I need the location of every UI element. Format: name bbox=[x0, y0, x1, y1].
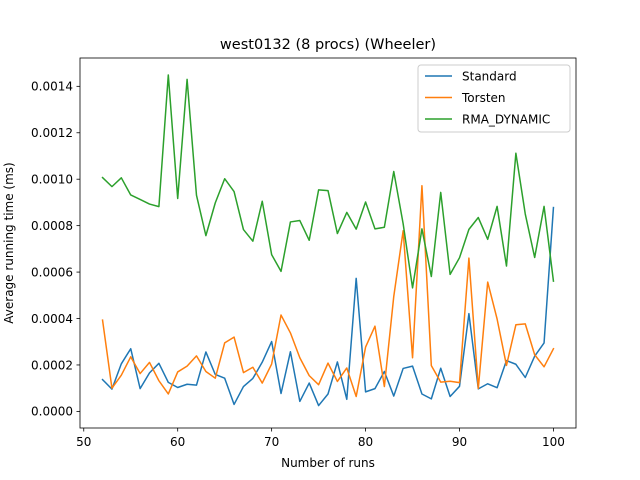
y-tick-label: 0.0008 bbox=[31, 219, 73, 233]
series-lines bbox=[101, 74, 555, 407]
y-axis: 0.0000 0.0002 0.0004 0.0006 0.0008 0.0010 0.00… bbox=[31, 80, 80, 419]
series-line-torsten bbox=[101, 184, 555, 398]
x-axis: 50 60 70 80 90 100 bbox=[76, 428, 565, 449]
x-tick-label: 70 bbox=[264, 435, 279, 449]
y-tick-label: 0.0004 bbox=[31, 312, 73, 326]
plot-frame bbox=[79, 57, 577, 429]
legend-box bbox=[417, 64, 571, 133]
series-line-rma-dynamic bbox=[101, 74, 555, 289]
y-tick-label: 0.0006 bbox=[31, 265, 73, 279]
y-axis-label: Average running time (ms) bbox=[2, 162, 16, 323]
y-tick-label: 0.0010 bbox=[31, 173, 73, 187]
legend-label: Torsten bbox=[461, 91, 506, 105]
y-tick-label: 0.0000 bbox=[31, 405, 73, 419]
x-tick-label: 50 bbox=[76, 435, 91, 449]
x-tick-label: 60 bbox=[170, 435, 185, 449]
x-tick-label: 90 bbox=[452, 435, 467, 449]
y-tick-label: 0.0014 bbox=[31, 80, 73, 94]
y-tick-label: 0.0012 bbox=[31, 126, 73, 140]
x-tick-label: 100 bbox=[542, 435, 565, 449]
y-tick-label: 0.0002 bbox=[31, 358, 73, 372]
x-axis-label: Number of runs bbox=[281, 456, 375, 470]
chart-title: west0132 (8 procs) (Wheeler) bbox=[220, 37, 436, 53]
x-tick-label: 80 bbox=[358, 435, 373, 449]
legend-label: Standard bbox=[462, 69, 517, 83]
legend-label: RMA_DYNAMIC bbox=[462, 112, 550, 126]
legend: Standard Torsten RMA_DYNAMIC bbox=[417, 64, 571, 133]
